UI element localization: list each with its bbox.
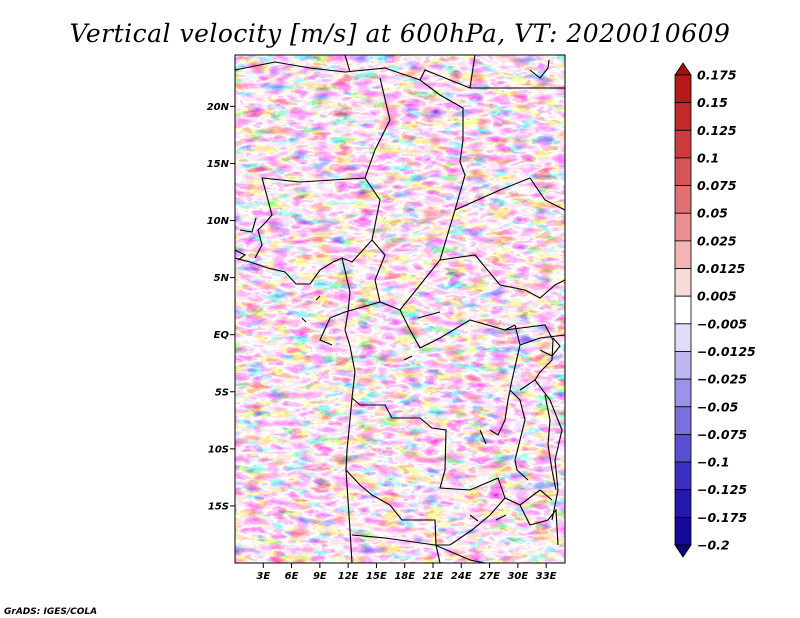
y-tick-label: 10N bbox=[207, 216, 230, 227]
colorbar-swatch bbox=[674, 102, 692, 131]
x-tick-label: 21E bbox=[423, 571, 444, 582]
colorbar-swatch bbox=[674, 157, 692, 186]
x-tick-label: 18E bbox=[394, 571, 415, 582]
colorbar-swatch bbox=[674, 212, 692, 242]
colorbar-level-label: −0.05 bbox=[697, 399, 739, 414]
x-tick-label: 30E bbox=[507, 571, 528, 582]
colorbar-swatch bbox=[674, 516, 692, 546]
colorbar-swatch bbox=[674, 406, 692, 435]
coastlines-and-borders bbox=[235, 55, 565, 563]
x-tick-label: 3E bbox=[256, 571, 270, 582]
x-tick-label: 12E bbox=[338, 571, 359, 582]
colorbar-swatch bbox=[674, 461, 692, 491]
x-tick-label: 9E bbox=[313, 571, 327, 582]
chart-title: Vertical velocity [m/s] at 600hPa, VT: 2… bbox=[70, 19, 731, 48]
x-axis: 3E 6E 9E 12E 15E 18E 21E 24E 27E 30E 33E bbox=[256, 563, 557, 582]
y-tick-label: 20N bbox=[207, 102, 230, 113]
colorbar-swatch bbox=[674, 268, 692, 297]
colorbar-swatch bbox=[674, 489, 692, 518]
colorbar-swatch bbox=[674, 295, 692, 325]
colorbar-level-label: −0.005 bbox=[697, 316, 747, 331]
colorbar-level-label: 0.15 bbox=[697, 95, 728, 110]
colorbar-level-label: −0.125 bbox=[697, 482, 747, 497]
colorbar-level-label: 0.075 bbox=[697, 178, 737, 193]
colorbar-level-label: −0.025 bbox=[697, 372, 747, 387]
colorbar-level-label: 0.125 bbox=[697, 123, 737, 138]
y-tick-label: 5S bbox=[215, 387, 229, 398]
colorbar-level-label: −0.1 bbox=[697, 455, 730, 470]
colorbar-level-label: 0.05 bbox=[697, 206, 728, 221]
colorbar-swatch bbox=[674, 351, 692, 380]
colorbar: 0.175 0.15 0.125 0.1 0.075 0.05 0.025 0.0125 0.0… bbox=[674, 62, 756, 558]
grads-credit: GrADS: IGES/COLA bbox=[4, 607, 97, 617]
colorbar-level-label: −0.075 bbox=[697, 427, 747, 442]
colorbar-lower-arrow bbox=[674, 544, 692, 558]
colorbar-swatch bbox=[674, 240, 692, 269]
x-tick-label: 27E bbox=[479, 571, 500, 582]
x-tick-label: 24E bbox=[451, 571, 472, 582]
map-frame bbox=[234, 54, 566, 564]
colorbar-swatch bbox=[674, 323, 692, 352]
colorbar-level-label: 0.0125 bbox=[697, 261, 746, 276]
y-tick-label: 15N bbox=[207, 159, 230, 170]
colorbar-swatch bbox=[674, 74, 692, 104]
colorbar-level-label: 0.025 bbox=[697, 233, 737, 248]
colorbar-level-label: −0.0125 bbox=[697, 344, 756, 359]
colorbar-level-label: −0.175 bbox=[697, 510, 747, 525]
colorbar-swatch bbox=[674, 185, 692, 214]
y-axis: 20N 15N 10N 5N EQ 5S 10S 15S bbox=[207, 102, 235, 512]
colorbar-level-label: 0.1 bbox=[697, 150, 719, 165]
y-tick-label: 5N bbox=[214, 273, 230, 284]
colorbar-swatch bbox=[674, 434, 692, 463]
colorbar-level-label: −0.2 bbox=[697, 538, 730, 553]
colorbar-level-label: 0.005 bbox=[697, 289, 737, 304]
y-tick-label: EQ bbox=[214, 330, 230, 341]
y-tick-label: 15S bbox=[208, 501, 229, 512]
colorbar-swatch bbox=[674, 378, 692, 408]
map-panel bbox=[235, 55, 565, 563]
colorbar-swatch bbox=[674, 129, 692, 159]
y-tick-label: 10S bbox=[208, 444, 229, 455]
vertical-velocity-field bbox=[235, 55, 565, 563]
x-tick-label: 6E bbox=[285, 571, 299, 582]
colorbar-upper-arrow bbox=[674, 62, 692, 76]
x-tick-label: 15E bbox=[366, 571, 387, 582]
x-tick-label: 33E bbox=[536, 571, 557, 582]
colorbar-level-label: 0.175 bbox=[697, 68, 737, 83]
